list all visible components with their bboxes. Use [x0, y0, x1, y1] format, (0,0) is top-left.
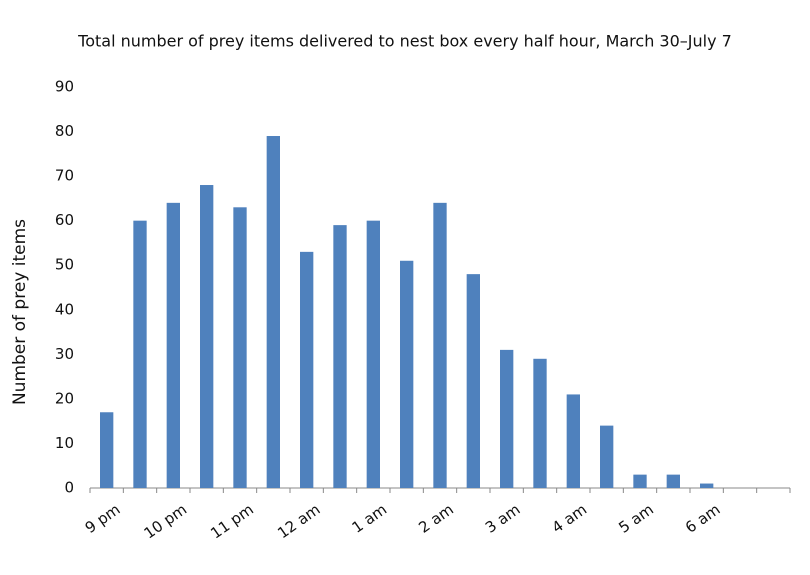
- x-tick-label: 9 pm: [82, 500, 124, 537]
- bar: [566, 394, 580, 488]
- y-tick-label: 50: [55, 256, 74, 274]
- bar: [466, 274, 480, 488]
- bar: [633, 474, 647, 488]
- chart-title: Total number of prey items delivered to …: [77, 32, 732, 51]
- y-tick-label: 70: [55, 167, 74, 185]
- x-tick-label: 1 am: [349, 500, 391, 537]
- y-tick-label: 80: [55, 122, 74, 140]
- y-tick-label: 10: [55, 434, 74, 452]
- bar: [233, 207, 247, 489]
- bar: [533, 358, 547, 488]
- x-tick-label: 6 am: [682, 500, 724, 537]
- bar: [200, 185, 214, 488]
- bar: [300, 251, 314, 488]
- y-tick-label: 60: [55, 211, 74, 229]
- y-tick-label: 20: [55, 389, 74, 407]
- x-tick-label: 5 am: [615, 500, 657, 537]
- bar: [433, 202, 447, 488]
- bar: [133, 220, 147, 488]
- x-tick-label: 3 am: [482, 500, 524, 537]
- y-tick-label: 90: [55, 78, 74, 96]
- bar: [700, 483, 714, 488]
- bar: [600, 425, 614, 488]
- bar: [400, 260, 414, 488]
- bar: [333, 225, 347, 488]
- y-tick-label: 30: [55, 345, 74, 363]
- bar: [500, 349, 514, 488]
- x-tick-label: 11 pm: [207, 500, 257, 542]
- x-tick-label: 12 am: [274, 500, 323, 542]
- bar: [266, 136, 280, 488]
- x-tick-label: 4 am: [549, 500, 591, 537]
- x-tick-label: 2 am: [415, 500, 457, 537]
- bar: [666, 474, 680, 488]
- y-tick-label: 0: [64, 479, 74, 497]
- bar: [100, 412, 114, 488]
- y-axis-label: Number of prey items: [10, 219, 30, 405]
- y-tick-label: 40: [55, 300, 74, 318]
- bar: [166, 202, 180, 488]
- x-tick-label: 10 pm: [141, 500, 191, 542]
- bar: [366, 220, 380, 488]
